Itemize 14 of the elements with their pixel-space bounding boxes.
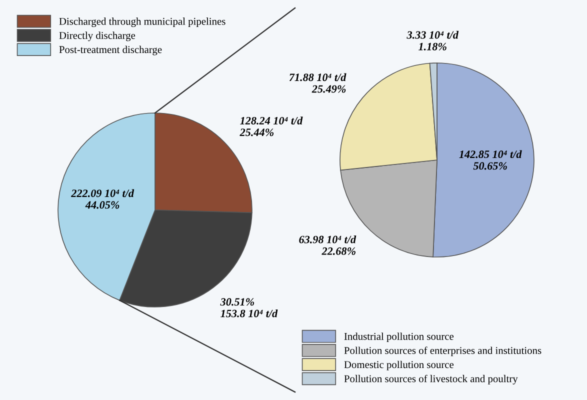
legend-label: Domestic pollution source [344,360,454,370]
legend-label: Industrial pollution source [344,332,454,342]
data-label: 128.24 10⁴ t/d 25.44% [240,116,303,136]
data-label: 63.98 10⁴ t/d 22.68% [299,235,356,255]
data-label: 3.33 10⁴ t/d 1.18% [406,30,459,50]
legend-label: Pollution sources of enterprises and institutions [344,346,542,356]
legend-label: Post-treatment discharge [59,46,162,56]
data-label: 71.88 10⁴ t/d 25.49% [289,73,346,93]
data-label: 30.51% 153.8 10⁴ t/d [220,298,278,318]
legend-label: Directly discharge [59,32,136,42]
legend-label: Discharged through municipal pipelines [59,18,226,28]
data-label: 142.85 10⁴ t/d 50.65% [459,150,522,170]
data-label: 222.09 10⁴ t/d 44.05% [71,189,134,209]
legend-label: Pollution sources of livestock and poultry [344,374,518,384]
